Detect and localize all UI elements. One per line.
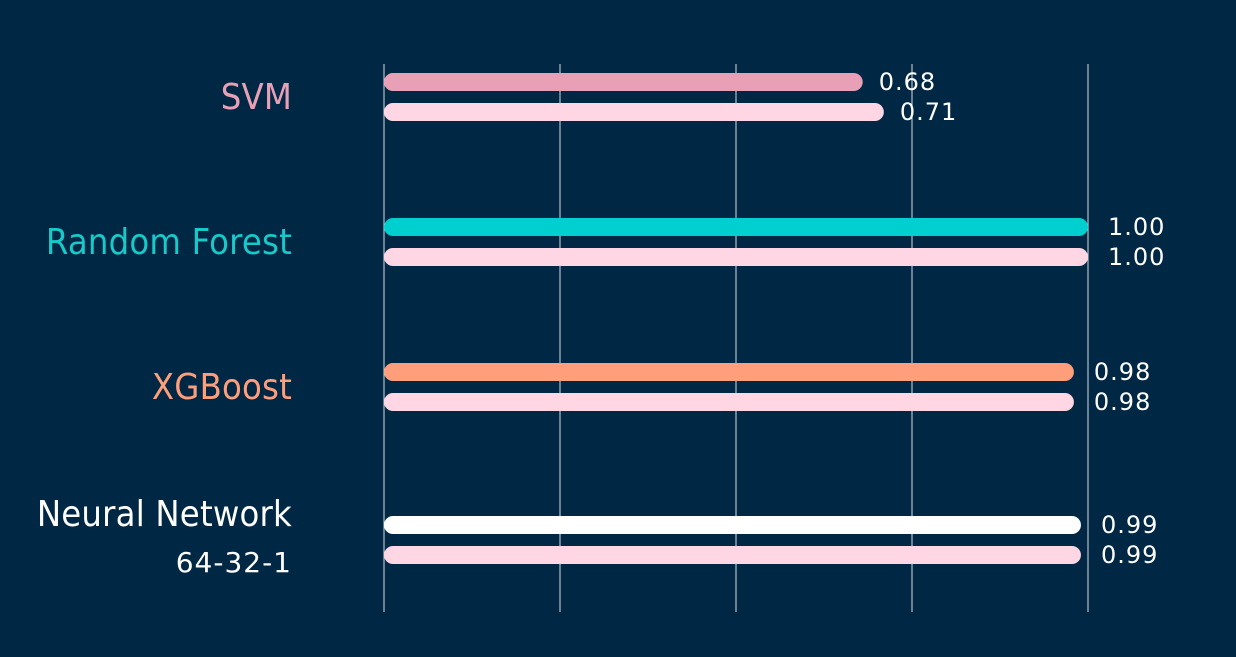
bar-svm-secondary [384,103,884,121]
category-label-neural-network: Neural Network [37,494,292,535]
bar-neural-network-primary [384,516,1081,534]
label-layer: 0.680.71 SVM 1.001.00 Random Forest 0.980.98… [37,68,1165,579]
category-label-xgboost: XGBoost [152,367,292,408]
value-label-neural-network-primary: 0.99 [1101,511,1158,539]
value-label-xgboost-secondary: 0.98 [1094,388,1151,416]
value-label-neural-network-secondary: 0.99 [1101,541,1158,569]
category-label-random-forest: Random Forest [46,222,292,263]
value-label-random-forest-primary: 1.00 [1108,213,1165,241]
bar-xgboost-secondary [384,393,1074,411]
category-sublabel-neural-network: 64-32-1 [176,546,292,579]
bar-random-forest-secondary [384,248,1088,266]
value-label-xgboost-primary: 0.98 [1094,358,1151,386]
bar-neural-network-secondary [384,546,1081,564]
bar-svm-primary [384,73,863,91]
value-label-svm-secondary: 0.71 [900,98,957,126]
bar-xgboost-primary [384,363,1074,381]
category-label-svm: SVM [221,77,292,118]
bar-random-forest-primary [384,218,1088,236]
value-label-random-forest-secondary: 1.00 [1108,243,1165,271]
bar-layer [384,73,1088,564]
value-label-svm-primary: 0.68 [879,68,936,96]
